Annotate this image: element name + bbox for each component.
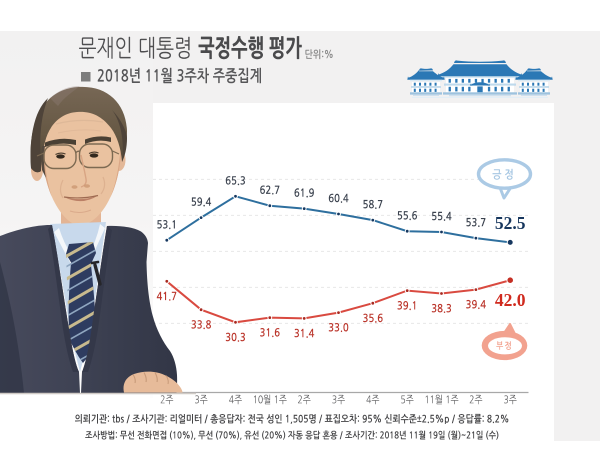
svg-text:52.5: 52.5 (495, 213, 526, 233)
svg-text:42.0: 42.0 (495, 290, 526, 310)
